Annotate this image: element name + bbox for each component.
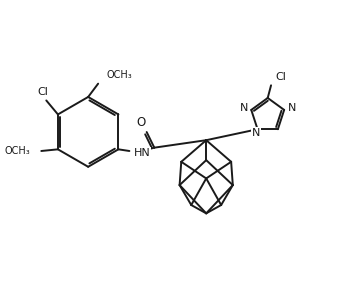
Text: HN: HN xyxy=(134,148,150,158)
Text: Cl: Cl xyxy=(275,72,286,82)
Text: N: N xyxy=(287,103,296,113)
Text: Cl: Cl xyxy=(37,87,49,97)
Text: OCH₃: OCH₃ xyxy=(106,70,132,80)
Text: O: O xyxy=(136,116,146,129)
Text: N: N xyxy=(240,103,248,113)
Text: OCH₃: OCH₃ xyxy=(5,146,31,156)
Text: N: N xyxy=(252,128,260,138)
